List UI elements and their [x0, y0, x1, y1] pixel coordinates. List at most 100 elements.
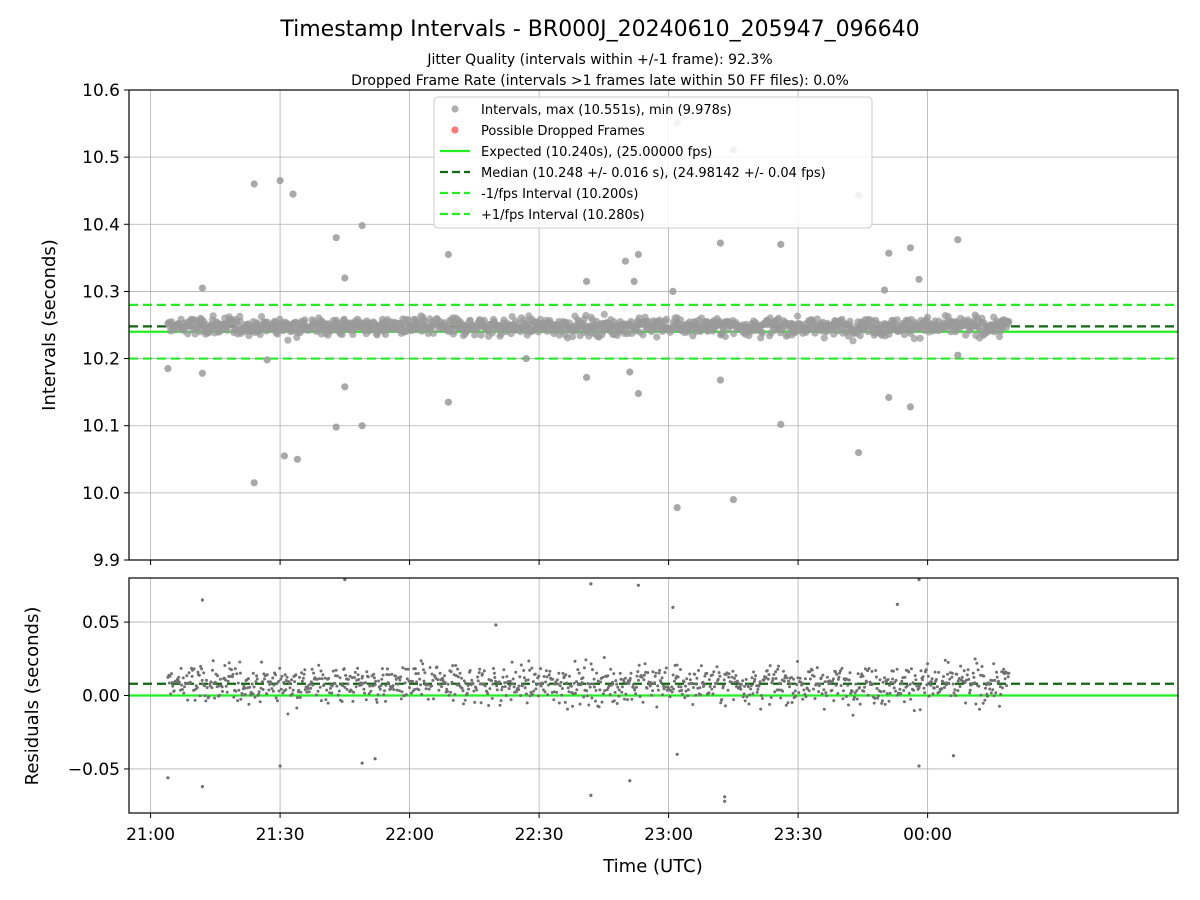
- residual-point: [584, 658, 588, 662]
- residual-point: [909, 697, 913, 701]
- residual-point: [839, 684, 843, 688]
- residual-point: [752, 680, 756, 683]
- interval-point: [910, 335, 918, 343]
- residual-point: [170, 681, 174, 684]
- residual-point: [952, 691, 956, 695]
- residual-point: [972, 675, 976, 679]
- residual-point: [755, 690, 759, 694]
- residual-point: [225, 690, 229, 694]
- residual-point: [665, 688, 669, 692]
- residual-point: [477, 671, 481, 675]
- residual-point: [456, 675, 460, 679]
- residual-point: [311, 683, 315, 687]
- residual-point: [271, 676, 275, 680]
- residual-point: [815, 666, 819, 670]
- intervals-y-tick-label: 10.5: [82, 148, 120, 168]
- residual-point: [449, 670, 453, 674]
- residual-outlier-point: [723, 795, 727, 799]
- residual-point: [238, 671, 242, 675]
- residual-point: [381, 673, 385, 677]
- residual-point: [867, 667, 871, 670]
- residual-point: [661, 693, 664, 697]
- residual-point: [248, 685, 252, 689]
- residual-point: [777, 664, 780, 668]
- residual-point: [396, 682, 400, 686]
- residual-point: [511, 682, 515, 686]
- residual-point: [486, 692, 490, 696]
- residual-point: [757, 683, 761, 687]
- residual-point: [858, 686, 861, 689]
- residual-point: [851, 713, 855, 717]
- interval-point: [471, 331, 479, 339]
- residual-point: [592, 677, 596, 681]
- residual-point: [962, 669, 966, 673]
- residual-point: [913, 674, 917, 678]
- residual-point: [940, 687, 944, 691]
- interval-outlier-point: [276, 177, 284, 185]
- residual-point: [596, 679, 600, 683]
- residual-point: [615, 682, 619, 686]
- residual-point: [690, 682, 694, 685]
- interval-outlier-point: [716, 376, 725, 384]
- residual-point: [554, 680, 558, 684]
- residual-point: [628, 677, 632, 680]
- residual-point: [883, 702, 887, 706]
- residual-point: [591, 668, 594, 672]
- residual-point: [865, 680, 869, 684]
- residuals-x-tick-label: 22:00: [385, 825, 434, 845]
- residual-point: [991, 688, 995, 692]
- residual-outlier-point: [360, 761, 364, 765]
- residual-point: [680, 692, 684, 696]
- residuals-x-tick-label: 00:00: [903, 825, 952, 845]
- residual-point: [651, 689, 655, 693]
- residual-point: [927, 694, 931, 698]
- residual-point: [812, 674, 816, 678]
- residual-point: [449, 690, 453, 694]
- residual-point: [874, 675, 878, 679]
- residual-point: [168, 674, 172, 678]
- residual-point: [942, 686, 946, 689]
- interval-outlier-point: [583, 277, 591, 285]
- residual-point: [760, 694, 763, 697]
- legend-label: Intervals, max (10.551s), min (9.978s): [481, 103, 732, 118]
- residual-outlier-point: [589, 793, 593, 798]
- residual-point: [984, 683, 988, 687]
- interval-outlier-point: [634, 250, 643, 259]
- residual-point: [319, 699, 323, 703]
- intervals-y-tick-label: 9.9: [93, 551, 120, 571]
- residual-point: [752, 670, 756, 674]
- residual-point: [608, 693, 612, 696]
- residual-point: [447, 693, 451, 697]
- residual-point: [462, 679, 466, 683]
- residual-point: [841, 697, 845, 701]
- residual-point: [232, 695, 236, 699]
- interval-point: [284, 336, 292, 344]
- residual-point: [220, 685, 224, 689]
- residual-point: [182, 691, 186, 695]
- residual-point: [400, 690, 404, 694]
- residual-point: [241, 693, 244, 697]
- residual-point: [731, 669, 735, 673]
- residual-point: [650, 693, 654, 697]
- residual-point: [353, 670, 357, 674]
- residual-point: [686, 694, 690, 698]
- residual-point: [458, 671, 462, 675]
- residual-point: [508, 684, 512, 687]
- interval-point: [488, 329, 496, 337]
- residual-point: [537, 674, 541, 678]
- residual-point: [213, 696, 217, 700]
- residual-point: [275, 699, 279, 703]
- residual-point: [979, 693, 983, 697]
- residual-point: [699, 693, 703, 697]
- residual-point: [603, 689, 607, 693]
- residual-point: [695, 676, 699, 680]
- residual-point: [527, 659, 531, 663]
- residual-point: [914, 678, 918, 682]
- residual-point: [668, 695, 672, 699]
- residual-point: [670, 690, 674, 694]
- residual-point: [600, 700, 604, 704]
- residual-point: [753, 677, 757, 681]
- residual-point: [834, 670, 838, 674]
- interval-outlier-point: [777, 240, 785, 248]
- legend-label: Possible Dropped Frames: [481, 124, 645, 139]
